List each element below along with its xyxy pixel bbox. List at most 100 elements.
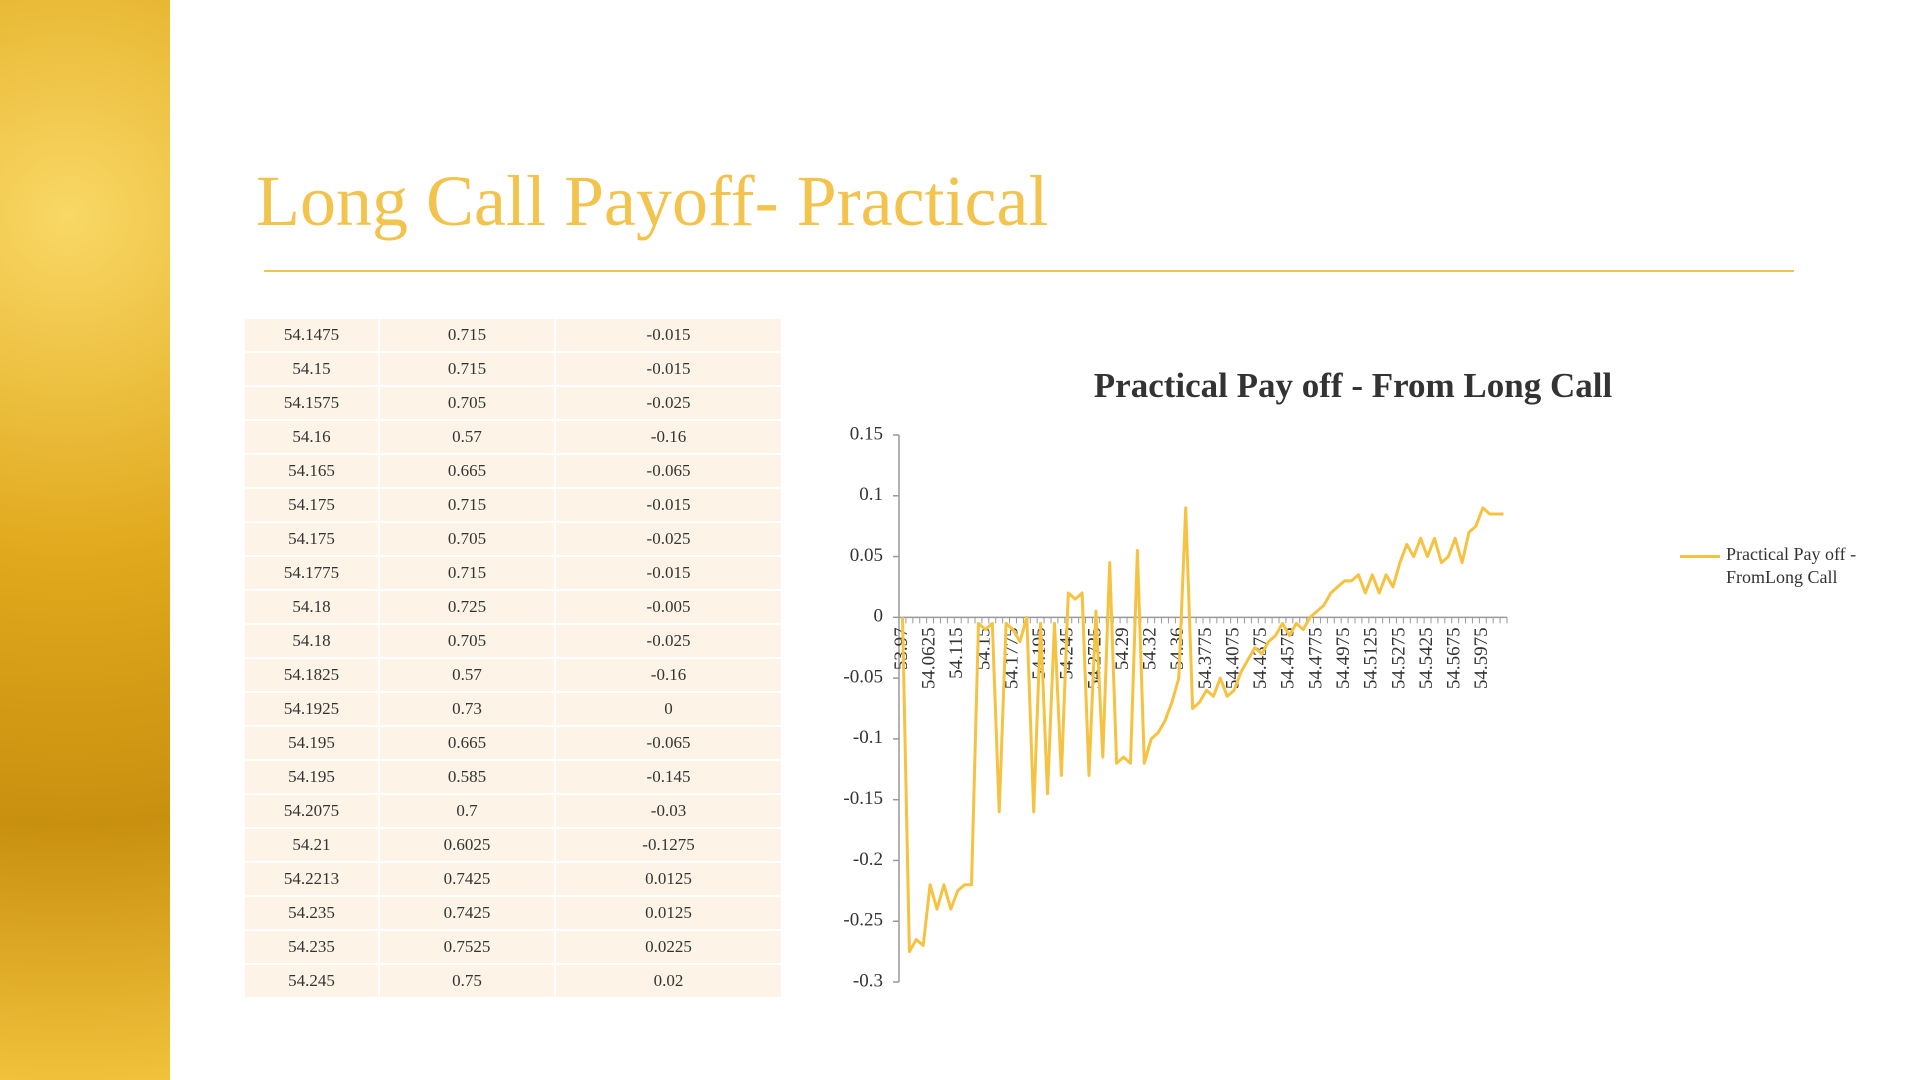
y-tick-label: -0.05 bbox=[843, 666, 883, 687]
y-tick-label: -0.2 bbox=[853, 849, 883, 870]
table-cell: 0.715 bbox=[378, 487, 556, 523]
y-tick-label: 0.1 bbox=[859, 484, 883, 505]
x-tick-label: 54.4975 bbox=[1333, 627, 1354, 689]
table-row: 54.21 0.6025 -0.1275 bbox=[243, 827, 783, 863]
table-cell: 0.665 bbox=[378, 453, 556, 489]
table-cell: 54.235 bbox=[243, 929, 380, 965]
table-row: 54.1775 0.715 -0.015 bbox=[243, 555, 783, 591]
x-tick-label: 54.0625 bbox=[918, 627, 939, 689]
table-cell: -0.065 bbox=[554, 453, 783, 489]
table-row: 54.1825 0.57 -0.16 bbox=[243, 657, 783, 693]
table-cell: 54.1925 bbox=[243, 691, 380, 727]
table-cell: 0 bbox=[554, 691, 783, 727]
chart-title: Practical Pay off - From Long Call bbox=[1094, 366, 1613, 405]
table-row: 54.15 0.715 -0.015 bbox=[243, 351, 783, 387]
table-cell: 0.705 bbox=[378, 385, 556, 421]
table-row: 54.235 0.7525 0.0225 bbox=[243, 929, 783, 965]
x-tick-label: 54.5975 bbox=[1471, 627, 1492, 689]
table-cell: 54.1475 bbox=[243, 317, 380, 353]
table-row: 54.235 0.7425 0.0125 bbox=[243, 895, 783, 931]
table-cell: 0.7425 bbox=[378, 861, 556, 897]
table-row: 54.195 0.585 -0.145 bbox=[243, 759, 783, 795]
x-tick-label: 54.5125 bbox=[1361, 627, 1382, 689]
table-row: 54.2075 0.7 -0.03 bbox=[243, 793, 783, 829]
table-cell: 54.195 bbox=[243, 759, 380, 795]
table-cell: 0.0125 bbox=[554, 861, 783, 897]
x-tick-label: 54.115 bbox=[946, 627, 967, 679]
table-cell: -0.065 bbox=[554, 725, 783, 761]
table-cell: 54.245 bbox=[243, 963, 380, 999]
table-cell: 0.585 bbox=[378, 759, 556, 795]
table-cell: 0.7 bbox=[378, 793, 556, 829]
x-tick-label: 54.4375 bbox=[1250, 627, 1271, 689]
table-cell: 0.715 bbox=[378, 317, 556, 353]
legend-swatch bbox=[1680, 555, 1720, 558]
table-cell: -0.025 bbox=[554, 385, 783, 421]
table-cell: -0.1275 bbox=[554, 827, 783, 863]
table-row: 54.18 0.705 -0.025 bbox=[243, 623, 783, 659]
table-cell: 0.705 bbox=[378, 521, 556, 557]
table-cell: 54.21 bbox=[243, 827, 380, 863]
x-tick-label: 54.3775 bbox=[1195, 627, 1216, 689]
table-cell: -0.015 bbox=[554, 555, 783, 591]
decorative-image bbox=[0, 0, 170, 1080]
table-cell: 0.705 bbox=[378, 623, 556, 659]
data-table: 54.1475 0.715 -0.015 54.15 0.715 -0.015 54.157… bbox=[243, 317, 783, 999]
table-cell: 0.6025 bbox=[378, 827, 556, 863]
table-row: 54.1925 0.73 0 bbox=[243, 691, 783, 727]
table-cell: 0.7525 bbox=[378, 929, 556, 965]
x-tick-label: 54.4075 bbox=[1222, 627, 1243, 689]
x-tick-label: 54.5275 bbox=[1388, 627, 1409, 689]
y-tick-label: 0.15 bbox=[850, 423, 883, 444]
table-row: 54.195 0.665 -0.065 bbox=[243, 725, 783, 761]
legend-label: Practical Pay off - FromLong Call bbox=[1726, 544, 1857, 587]
table-cell: -0.025 bbox=[554, 623, 783, 659]
table-cell: 54.2075 bbox=[243, 793, 380, 829]
table-cell: 54.195 bbox=[243, 725, 380, 761]
y-tick-label: -0.1 bbox=[853, 727, 883, 748]
x-tick-label: 54.32 bbox=[1140, 627, 1161, 670]
table-cell: 54.2213 bbox=[243, 861, 380, 897]
table-cell: 0.715 bbox=[378, 555, 556, 591]
table-cell: 54.235 bbox=[243, 895, 380, 931]
table-row: 54.2213 0.7425 0.0125 bbox=[243, 861, 783, 897]
slide-title: Long Call Payoff- Practical bbox=[256, 161, 1049, 241]
table-row: 54.175 0.715 -0.015 bbox=[243, 487, 783, 523]
table-cell: -0.015 bbox=[554, 351, 783, 387]
y-tick-label: 0.05 bbox=[850, 545, 883, 566]
table-cell: 54.18 bbox=[243, 589, 380, 625]
x-tick-label: 54.29 bbox=[1112, 627, 1133, 670]
x-tick-label: 53.97 bbox=[891, 627, 912, 670]
y-tick-label: -0.25 bbox=[843, 910, 883, 931]
table-cell: -0.015 bbox=[554, 317, 783, 353]
y-tick-label: 0 bbox=[874, 606, 884, 627]
table-row: 54.16 0.57 -0.16 bbox=[243, 419, 783, 455]
table-cell: 0.725 bbox=[378, 589, 556, 625]
data-line bbox=[901, 506, 1504, 954]
table-cell: 0.665 bbox=[378, 725, 556, 761]
x-tick-label: 54.4575 bbox=[1278, 627, 1299, 689]
x-tick-label: 54.5675 bbox=[1444, 627, 1465, 689]
table-cell: 0.57 bbox=[378, 657, 556, 693]
y-tick-label: -0.15 bbox=[843, 788, 883, 809]
table-cell: 54.1825 bbox=[243, 657, 380, 693]
table-cell: 0.57 bbox=[378, 419, 556, 455]
table-cell: -0.145 bbox=[554, 759, 783, 795]
table-cell: 54.175 bbox=[243, 521, 380, 557]
table-cell: 0.715 bbox=[378, 351, 556, 387]
table-cell: 54.15 bbox=[243, 351, 380, 387]
table-row: 54.165 0.665 -0.065 bbox=[243, 453, 783, 489]
table-cell: 0.7425 bbox=[378, 895, 556, 931]
y-tick-label: -0.3 bbox=[853, 970, 883, 991]
table-cell: 54.165 bbox=[243, 453, 380, 489]
table-row: 54.18 0.725 -0.005 bbox=[243, 589, 783, 625]
table-row: 54.1575 0.705 -0.025 bbox=[243, 385, 783, 421]
table-cell: 0.75 bbox=[378, 963, 556, 999]
table-cell: -0.16 bbox=[554, 419, 783, 455]
title-rule bbox=[264, 270, 1794, 272]
table-cell: 54.16 bbox=[243, 419, 380, 455]
x-tick-label: 54.5425 bbox=[1416, 627, 1437, 689]
table-cell: -0.015 bbox=[554, 487, 783, 523]
